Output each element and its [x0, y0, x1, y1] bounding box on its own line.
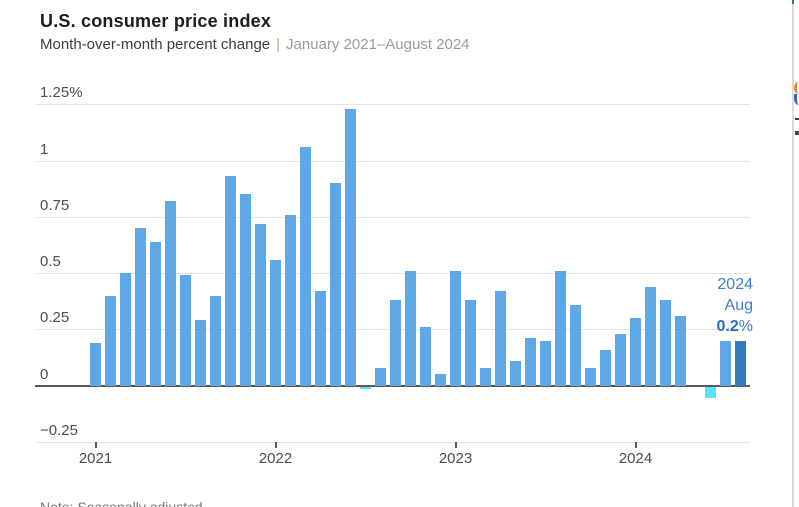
- gridline-−0.25: [35, 441, 750, 443]
- bar-jul-2021[interactable]: [180, 275, 191, 386]
- bar-nov-2022[interactable]: [420, 327, 431, 386]
- bar-dec-2022[interactable]: [435, 374, 446, 386]
- bar-jan-2023[interactable]: [450, 270, 461, 386]
- cutoff-text-fragment: [795, 131, 799, 135]
- gridline-0.5: [35, 273, 750, 274]
- bar-jun-2021[interactable]: [165, 201, 176, 386]
- x-axis-label-2024: 2024: [618, 450, 653, 467]
- bar-aug-2021[interactable]: [195, 320, 206, 386]
- cutoff-content-fragment-icon: [794, 94, 799, 105]
- bar-may-2023[interactable]: [510, 360, 521, 386]
- subtitle-date-range: January 2021–August 2024: [286, 36, 470, 53]
- cutoff-content-fragment-icon: [794, 82, 799, 94]
- bar-jun-2023[interactable]: [525, 338, 536, 386]
- bar-jan-2021[interactable]: [90, 342, 101, 386]
- y-axis-label-0: 0: [40, 365, 49, 383]
- bar-feb-2023[interactable]: [465, 300, 476, 386]
- y-axis-label-0.25: 0.25: [40, 309, 70, 327]
- gridline-1.25%: [35, 104, 750, 106]
- bar-jun-2022[interactable]: [345, 108, 356, 386]
- bar-jan-2024[interactable]: [630, 318, 641, 386]
- bar-feb-2022[interactable]: [285, 214, 296, 386]
- bar-feb-2021[interactable]: [105, 295, 116, 386]
- annotation-year: 2024: [717, 276, 753, 293]
- bar-apr-2022[interactable]: [315, 291, 326, 386]
- bar-dec-2021[interactable]: [255, 223, 266, 386]
- y-axis-label-1.25%: 1.25%: [40, 84, 83, 102]
- bar-jun-2024[interactable]: [705, 387, 716, 399]
- bar-mar-2023[interactable]: [480, 367, 491, 386]
- chart-subtitle: Month-over-month percent change | January …: [40, 36, 470, 53]
- bar-mar-2021[interactable]: [120, 273, 131, 386]
- bar-oct-2022[interactable]: [405, 270, 416, 386]
- bar-jul-2023[interactable]: [540, 340, 551, 386]
- annotation-value: 0.2%: [716, 318, 753, 335]
- x-axis-label-2021: 2021: [78, 450, 113, 467]
- x-axis-tick-2024: [634, 441, 637, 448]
- bar-mar-2022[interactable]: [300, 147, 311, 386]
- bar-jul-2024[interactable]: [720, 340, 731, 386]
- cutoff-text-fragment: [795, 118, 799, 120]
- bar-sep-2022[interactable]: [390, 300, 401, 386]
- bar-jan-2022[interactable]: [270, 259, 281, 386]
- subtitle-measure: Month-over-month percent change: [40, 36, 271, 53]
- y-axis-label-0.5: 0.5: [40, 253, 61, 270]
- page-title: U.S. consumer price index: [40, 11, 272, 31]
- y-axis-label-1: 1: [40, 140, 49, 158]
- bar-mar-2024[interactable]: [660, 300, 671, 386]
- gridline-1: [35, 160, 750, 162]
- x-axis-tick-2021: [94, 441, 97, 448]
- x-axis-tick-2022: [274, 441, 277, 448]
- bar-apr-2024[interactable]: [675, 315, 686, 386]
- y-axis-label-−0.25: −0.25: [40, 421, 78, 439]
- bar-may-2022[interactable]: [330, 183, 341, 386]
- bar-aug-2024[interactable]: [735, 340, 746, 386]
- bar-sep-2023[interactable]: [570, 304, 581, 386]
- x-axis-label-2022: 2022: [258, 450, 293, 467]
- bar-jul-2022[interactable]: [360, 387, 371, 390]
- x-axis-line: [35, 384, 750, 387]
- annotation-month: Aug: [724, 297, 753, 314]
- bar-oct-2023[interactable]: [585, 367, 596, 386]
- bar-aug-2023[interactable]: [555, 270, 566, 386]
- x-axis-label-2023: 2023: [438, 450, 473, 467]
- bar-apr-2023[interactable]: [495, 291, 506, 386]
- bar-dec-2023[interactable]: [615, 333, 626, 386]
- page-edge-cap: [792, 0, 794, 4]
- bar-nov-2023[interactable]: [600, 349, 611, 386]
- gridline-0.75: [35, 216, 750, 218]
- bar-may-2021[interactable]: [150, 241, 161, 386]
- bar-feb-2024[interactable]: [645, 286, 656, 386]
- subtitle-separator: |: [276, 36, 281, 53]
- bar-aug-2022[interactable]: [375, 367, 386, 386]
- x-axis-tick-2023: [454, 441, 457, 448]
- chart-note: Note: Seasonally adjusted: [40, 499, 203, 507]
- bar-sep-2021[interactable]: [210, 295, 221, 386]
- y-axis-label-0.75: 0.75: [40, 196, 70, 214]
- bar-nov-2021[interactable]: [240, 194, 251, 386]
- page-edge-divider: [792, 0, 794, 507]
- bar-apr-2021[interactable]: [135, 228, 146, 386]
- latest-value-annotation: 2024 Aug 0.2%: [717, 274, 753, 337]
- bar-oct-2021[interactable]: [225, 176, 236, 386]
